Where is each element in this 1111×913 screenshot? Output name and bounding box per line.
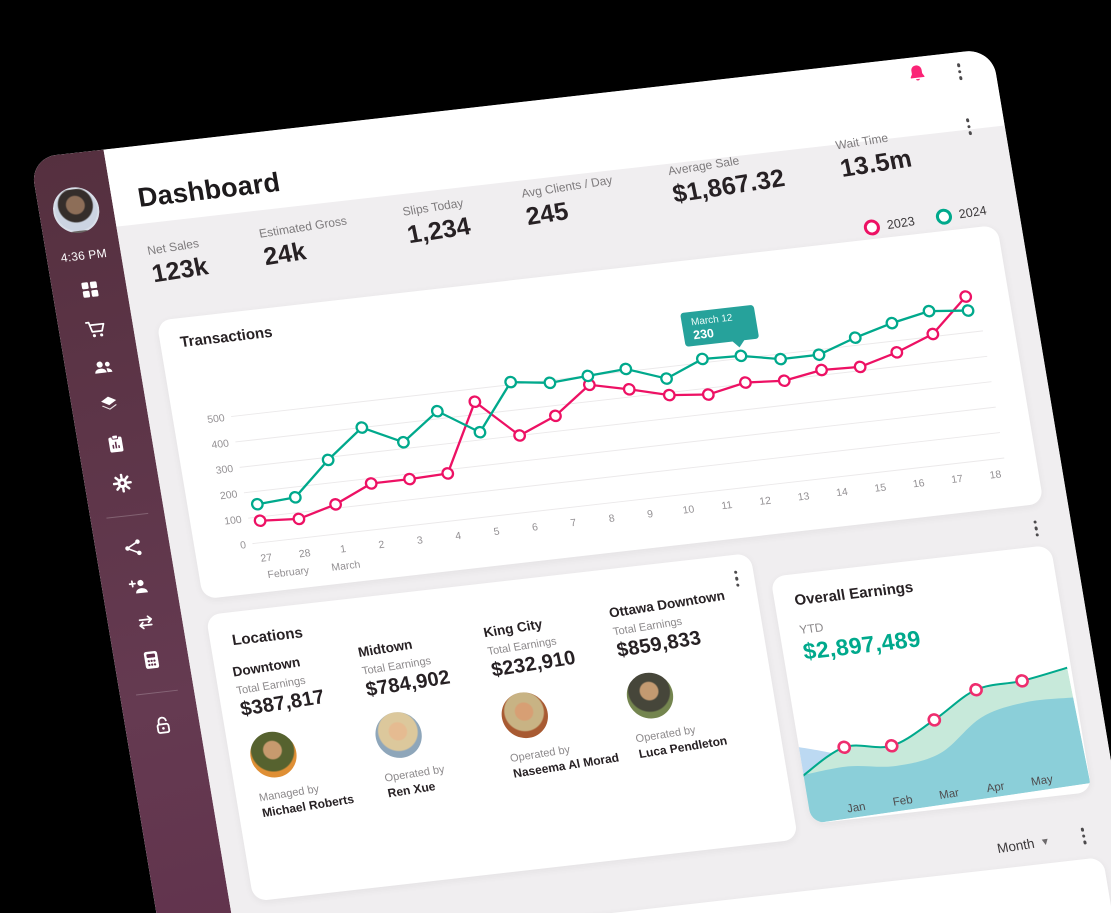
svg-text:9: 9 [646, 509, 654, 521]
cards-row: Locations Downtown Total Earnings $387,8… [205, 516, 1094, 902]
transfers-icon[interactable] [135, 614, 156, 631]
earnings-menu-button[interactable] [1028, 516, 1043, 541]
svg-text:27: 27 [260, 553, 274, 565]
add-client-icon[interactable] [128, 576, 151, 595]
stat-wait-time: Wait Time 13.5m [834, 128, 914, 184]
stat-value: 1,234 [404, 212, 474, 250]
svg-text:8: 8 [608, 513, 616, 525]
settings-gear-icon[interactable] [111, 473, 133, 494]
svg-text:17: 17 [951, 474, 965, 486]
legend-dot-2023 [862, 218, 882, 237]
reports-icon[interactable] [105, 433, 125, 454]
overall-earnings-area-chart[interactable]: Jan Feb Mar Apr May [782, 634, 1091, 825]
location-downtown: Downtown Total Earnings $387,817 Managed… [231, 647, 380, 820]
sidebar: 4:36 PM [30, 149, 271, 913]
svg-text:March: March [331, 560, 362, 574]
svg-text:500: 500 [207, 413, 226, 426]
operator-avatar[interactable] [622, 669, 678, 722]
svg-text:7: 7 [570, 518, 578, 530]
period-select-value: Month [995, 835, 1036, 856]
svg-text:14: 14 [835, 487, 849, 499]
legend-item-2023[interactable]: 2023 [862, 213, 916, 237]
period-select[interactable]: Month ▾ [996, 834, 1050, 856]
main-panel: Dashboard Net Sales 123k Estimated Gross… [103, 48, 1111, 913]
legend-label: 2024 [957, 203, 988, 222]
svg-text:May: May [1030, 774, 1054, 789]
svg-text:18: 18 [989, 469, 1003, 481]
sidebar-divider [105, 512, 149, 519]
topbar-menu-button[interactable] [952, 59, 967, 84]
svg-text:2: 2 [378, 540, 386, 552]
locations-columns: Downtown Total Earnings $387,817 Managed… [228, 573, 764, 820]
stat-slips-today: Slips Today 1,234 [401, 195, 473, 250]
share-icon[interactable] [122, 538, 144, 558]
svg-text:0: 0 [239, 540, 247, 552]
svg-text:300: 300 [215, 464, 234, 477]
svg-text:10: 10 [682, 504, 696, 516]
shopping-cart-icon[interactable] [84, 319, 108, 340]
stat-avg-clients: Avg Clients / Day 245 [520, 173, 620, 232]
chevron-down-icon: ▾ [1040, 834, 1050, 849]
svg-text:16: 16 [912, 478, 926, 490]
overall-earnings-card: Overall Earnings YTD $2,897,489 Jan Feb Ma… [770, 545, 1092, 825]
lock-icon[interactable] [152, 715, 172, 736]
svg-text:200: 200 [219, 489, 238, 502]
locations-card: Locations Downtown Total Earnings $387,8… [205, 552, 799, 902]
svg-text:Apr: Apr [986, 781, 1006, 795]
svg-text:March 12: March 12 [690, 313, 733, 329]
user-avatar[interactable] [49, 184, 103, 236]
stats-menu-button[interactable] [961, 114, 977, 140]
svg-text:3: 3 [416, 535, 424, 547]
legend-label: 2023 [885, 214, 916, 233]
svg-text:1: 1 [339, 544, 347, 556]
stat-net-sales: Net Sales 123k [146, 236, 211, 290]
svg-text:100: 100 [224, 515, 243, 528]
svg-text:6: 6 [531, 522, 539, 534]
topbar [103, 48, 998, 183]
operator-avatar[interactable] [371, 708, 427, 762]
billing-calculator-icon[interactable] [142, 650, 161, 671]
location-midtown: Midtown Total Earnings $784,902 Operated… [357, 627, 506, 801]
svg-text:12: 12 [759, 496, 773, 508]
svg-text:400: 400 [211, 439, 230, 452]
stat-average-sale: Average Sale $1,867.32 [667, 147, 788, 209]
layers-icon[interactable] [98, 395, 120, 415]
location-ottawa-downtown: Ottawa Downtown Total Earnings $859,833 … [608, 588, 757, 761]
svg-text:5: 5 [493, 527, 501, 539]
stat-value: 123k [149, 252, 211, 289]
transactions-card: Transactions 0 100 200 300 400 500 27 28 1 2 3 4 5 6 7… [156, 224, 1044, 600]
svg-text:230: 230 [692, 326, 715, 342]
earnings-column: Overall Earnings YTD $2,897,489 Jan Feb Ma… [766, 516, 1092, 825]
stat-estimated-gross: Estimated Gross 24k [258, 214, 355, 273]
dashboard-grid-icon[interactable] [78, 279, 100, 300]
svg-text:15: 15 [874, 483, 888, 495]
sidebar-clock: 4:36 PM [59, 246, 108, 266]
notifications-bell-icon[interactable] [904, 62, 930, 91]
svg-text:Jan: Jan [846, 801, 867, 815]
location-king-city: King City Total Earnings $232,910 Operat… [482, 607, 631, 780]
svg-text:Mar: Mar [938, 788, 960, 803]
svg-text:Feb: Feb [892, 795, 914, 810]
svg-text:4: 4 [455, 531, 463, 543]
clients-icon[interactable] [91, 358, 115, 376]
svg-text:28: 28 [298, 548, 312, 560]
svg-text:13: 13 [797, 491, 811, 503]
sales-menu-button[interactable] [1075, 823, 1091, 849]
app-window: 4:36 PM [30, 48, 1111, 913]
sidebar-divider [135, 689, 179, 696]
svg-text:February: February [267, 565, 311, 581]
legend-dot-2024 [934, 207, 954, 226]
content-area: Net Sales 123k Estimated Gross 24k Slips… [116, 118, 1111, 913]
legend-item-2024[interactable]: 2024 [934, 202, 988, 226]
manager-avatar[interactable] [245, 728, 301, 781]
operator-avatar[interactable] [497, 689, 552, 742]
svg-text:11: 11 [721, 500, 734, 512]
